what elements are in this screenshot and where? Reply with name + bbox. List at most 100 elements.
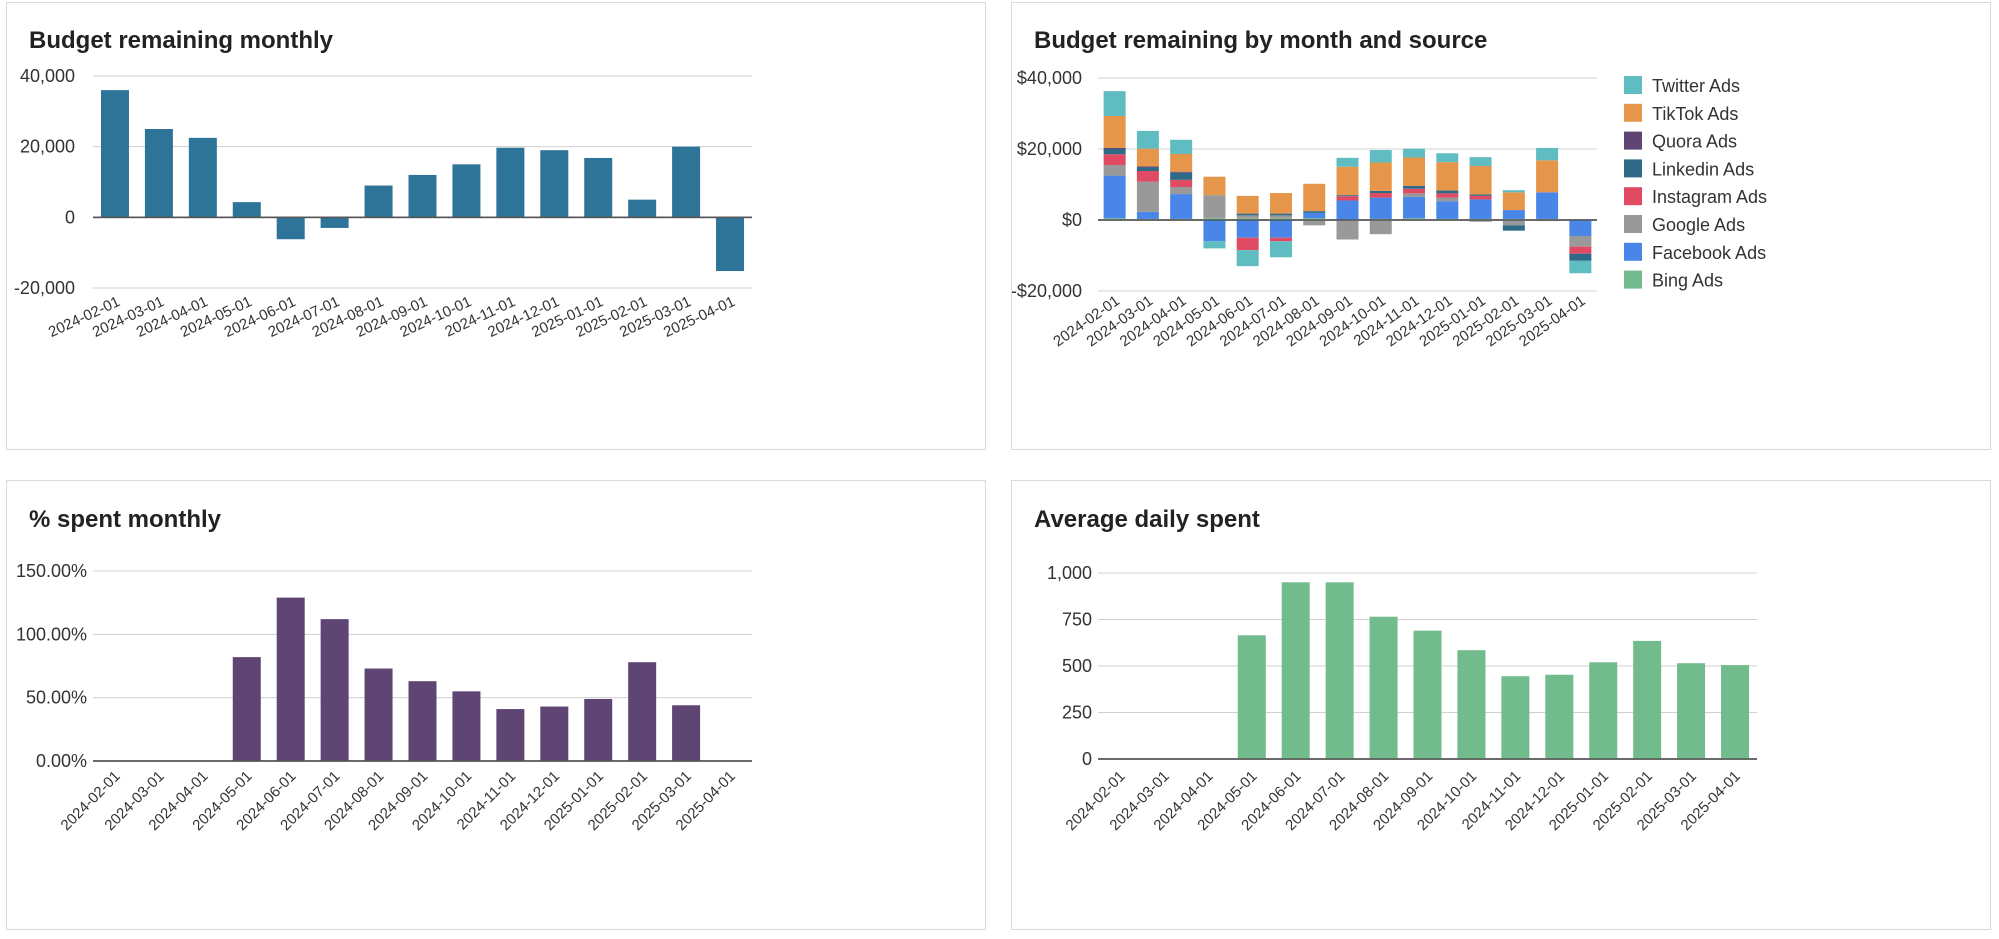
legend-label: Twitter Ads (1652, 76, 1740, 96)
legend-label: Linkedin Ads (1652, 159, 1754, 179)
bar (1721, 665, 1750, 759)
bar (1501, 676, 1530, 759)
bar-segment (1536, 160, 1559, 193)
bar-segment (1136, 148, 1159, 167)
bar-segment (1103, 218, 1126, 220)
y-tick-label: -$20,000 (1012, 281, 1082, 301)
bar-segment (1269, 220, 1292, 238)
bar-segment (1336, 195, 1359, 197)
bar (540, 706, 569, 761)
bar-segment (1203, 241, 1226, 249)
bar-segment (1536, 192, 1559, 219)
bar (540, 150, 569, 218)
bar-segment (1502, 210, 1525, 219)
bar-segment (1136, 130, 1159, 149)
bar-segment (1170, 179, 1193, 187)
bar-segment (1403, 196, 1426, 219)
bar-segment (1569, 220, 1592, 236)
y-tick-label: 250 (1062, 703, 1092, 723)
bar-segment (1569, 253, 1592, 261)
bar-segment (1436, 201, 1459, 219)
bar-segment (1136, 167, 1159, 172)
chart-title: Budget remaining monthly (29, 27, 334, 54)
y-tick-label: 0 (1082, 749, 1092, 769)
y-tick-label: 100.00% (16, 624, 87, 644)
bar-segment (1502, 220, 1525, 226)
bar (232, 202, 261, 218)
y-tick-label: 0.00% (36, 751, 87, 771)
bar-segment (1369, 162, 1392, 191)
bar-segment (1103, 91, 1126, 116)
bar-segment (1569, 235, 1592, 247)
bar-segment (1269, 218, 1292, 220)
legend-label: Instagram Ads (1652, 187, 1767, 207)
bar-segment (1436, 193, 1459, 198)
y-tick-label: 750 (1062, 610, 1092, 630)
bar-segment (1436, 190, 1459, 194)
bar (364, 185, 393, 218)
bar-segment (1103, 164, 1126, 176)
average-daily-spent-chart: Average daily spent 02505007501,0002024-… (1034, 506, 1757, 834)
legend-label: Google Ads (1652, 215, 1745, 235)
bar-segment (1369, 193, 1392, 198)
bar (716, 217, 745, 272)
bar-segment (1369, 190, 1392, 194)
bar-segment (1203, 195, 1226, 219)
bar-segment (1203, 176, 1226, 196)
bar (100, 90, 129, 218)
y-tick-label: 50.00% (26, 688, 87, 708)
bar-segment (1403, 185, 1426, 189)
bar (496, 147, 525, 218)
legend-label: Quora Ads (1652, 132, 1737, 152)
legend-label: Facebook Ads (1652, 243, 1766, 263)
bar-segment (1103, 175, 1126, 219)
y-tick-label: 150.00% (16, 561, 87, 581)
bar (1237, 635, 1266, 759)
bar-segment (1236, 213, 1259, 216)
bar-segment (1236, 220, 1259, 238)
y-tick-label: $20,000 (1017, 139, 1082, 159)
bar-segment (1103, 149, 1126, 155)
y-tick-label: 40,000 (20, 66, 75, 86)
bar-segment (1303, 211, 1326, 213)
bar-segment (1403, 148, 1426, 158)
bar-segment (1303, 220, 1326, 226)
y-tick-label: -20,000 (14, 278, 75, 298)
bar-segment (1436, 162, 1459, 191)
bar-segment (1403, 218, 1426, 220)
bar-segment (1569, 260, 1592, 274)
bar-segment (1170, 139, 1193, 154)
budget-by-source-panel: Budget remaining by month and source -$2… (1011, 2, 1991, 450)
bar-segment (1203, 220, 1226, 242)
bar-segment (1369, 197, 1392, 219)
bar-segment (1170, 194, 1193, 219)
bar-segment (1203, 218, 1226, 220)
legend-label: Bing Ads (1652, 271, 1723, 291)
bar (672, 146, 701, 218)
bar (1677, 663, 1706, 759)
budget-by-source-chart: Budget remaining by month and source -$2… (1012, 27, 1767, 350)
legend-swatch (1624, 131, 1642, 150)
bar-segment (1303, 212, 1326, 219)
legend-swatch (1624, 270, 1642, 289)
y-tick-label: 1,000 (1047, 563, 1092, 583)
bar (452, 164, 481, 218)
bar (496, 709, 525, 761)
bar-segment (1403, 157, 1426, 186)
bar-segment (1269, 215, 1292, 219)
bar (584, 698, 613, 761)
bar (408, 681, 437, 761)
bar-segment (1136, 166, 1159, 168)
bar-segment (1436, 153, 1459, 163)
bar-segment (1269, 241, 1292, 258)
bar (276, 597, 305, 761)
y-tick-label: 20,000 (20, 137, 75, 157)
chart-title: % spent monthly (29, 506, 222, 533)
bar (408, 174, 437, 218)
bar-segment (1103, 147, 1126, 149)
bar-segment (1170, 171, 1193, 173)
bar-segment (1569, 246, 1592, 254)
bar (628, 662, 657, 761)
bar-segment (1369, 220, 1392, 235)
bar-segment (1502, 192, 1525, 211)
